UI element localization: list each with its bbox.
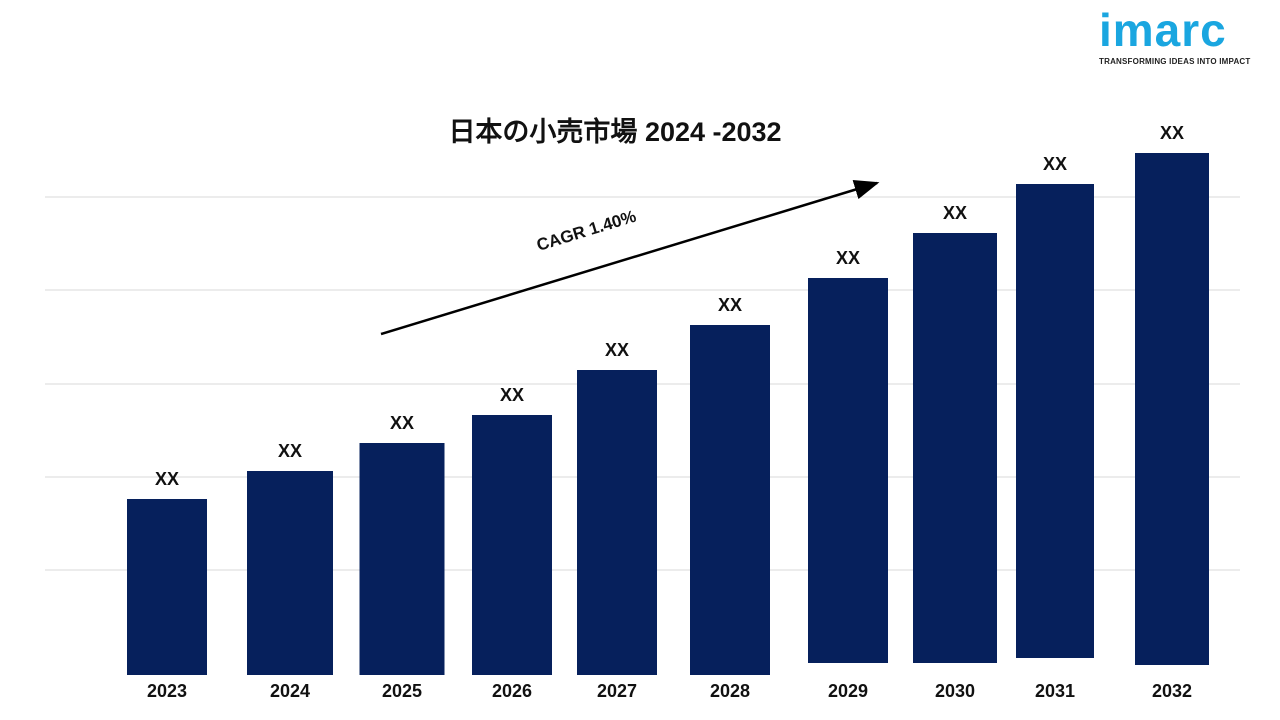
bar-2026 [472,415,552,675]
cagr-annotation: CAGR 1.40% [380,179,880,336]
brand-logo: imarc TRANSFORMING IDEAS INTO IMPACT [1099,6,1259,72]
x-tick-2026: 2026 [492,681,532,701]
value-label-2026: XX [500,385,524,405]
x-tick-2032: 2032 [1152,681,1192,701]
value-label-2024: XX [278,441,302,461]
bar-2030 [913,233,997,663]
bar-2027 [577,370,657,675]
value-label-2030: XX [943,203,967,223]
brand-tagline: TRANSFORMING IDEAS INTO IMPACT [1099,57,1251,66]
x-tick-2030: 2030 [935,681,975,701]
brand-logo-wordmark: imarc [1099,4,1227,56]
bar-2032 [1135,153,1209,665]
bar-2024 [247,471,333,675]
cagr-arrow [380,179,880,336]
bar-2025 [359,443,445,675]
bars [127,153,1209,675]
x-axis-tick-labels: 2023 2024 2025 2026 2027 2028 2029 2030 2031 2032 [147,681,1192,701]
value-label-2029: XX [836,248,860,268]
value-label-2027: XX [605,340,629,360]
value-label-2023: XX [155,469,179,489]
value-label-2032: XX [1160,123,1184,143]
value-label-2025: XX [390,413,414,433]
x-tick-2023: 2023 [147,681,187,701]
cagr-label: CAGR 1.40% [534,207,638,255]
chart-title: 日本の小売市場 2024 -2032 [448,117,782,147]
x-tick-2029: 2029 [828,681,868,701]
bar-2029 [808,278,888,663]
value-labels: XX XX XX XX XX XX XX XX XX XX [155,123,1184,489]
bar-2031 [1016,184,1094,658]
bar-2028 [690,325,770,675]
x-tick-2028: 2028 [710,681,750,701]
x-tick-2031: 2031 [1035,681,1075,701]
x-tick-2027: 2027 [597,681,637,701]
bar-2023 [127,499,207,675]
value-label-2031: XX [1043,154,1067,174]
x-tick-2025: 2025 [382,681,422,701]
x-tick-2024: 2024 [270,681,310,701]
value-label-2028: XX [718,295,742,315]
